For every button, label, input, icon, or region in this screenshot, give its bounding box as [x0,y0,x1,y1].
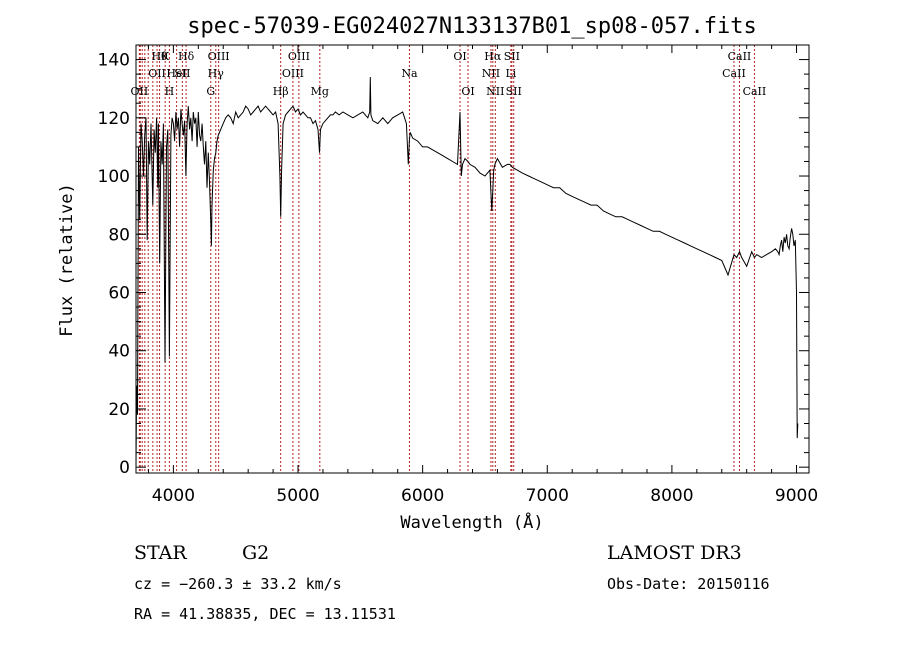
x-tick-label-3: 7000 [526,486,569,506]
line-label-13: G [206,85,215,98]
line-label-19: Mg [311,85,329,98]
line-label-25: NII [486,85,504,98]
line-label-31: CaII [743,85,767,98]
y-tick-label-7: 140 [98,51,130,71]
line-label-28: SII [506,85,522,98]
plot-area [135,44,810,474]
chart-title: spec-57039-EG024027N133137B01_sp08-057.f… [187,14,757,39]
survey-name: LAMOST DR3 [607,542,742,564]
line-label-14: Hγ [208,67,225,80]
line-label-22: OI [461,85,474,98]
y-tick-label-3: 60 [108,283,130,303]
line-label-23: NII [482,67,500,80]
line-label-26: Li [505,67,516,80]
y-tick-label-2: 40 [108,342,130,362]
x-axis-ticks: 4000 5000 6000 7000 8000 9000 [147,45,818,506]
x-tick-label-2: 6000 [401,486,444,506]
line-label-27: SII [504,50,520,63]
line-label-7: Hθ [151,50,168,63]
line-labels-group: OIIOIIHθKHHeISIIHδGHγOIIIHβOIIIOIIIMgNaO… [131,50,767,98]
y-tick-label-0: 0 [119,458,130,478]
x-tick-label-4: 8000 [650,486,693,506]
y-tick-label-1: 20 [108,400,130,420]
redshift-info: cz = −260.3 ± 33.2 km/s [134,575,342,593]
x-tick-label-0: 4000 [152,486,195,506]
line-label-6: OII [148,67,166,80]
line-label-18: OIII [288,50,310,63]
line-label-12: Hδ [178,50,195,63]
y-tick-label-5: 100 [98,167,130,187]
line-label-21: OI [453,50,466,63]
coordinates: RA = 41.38835, DEC = 13.11531 [134,605,396,623]
y-axis-ticks: 0 20 40 60 80 100 120 140 [98,51,809,478]
y-tick-label-6: 120 [98,109,130,129]
line-label-8: K [161,50,170,63]
line-markers-group [138,45,755,473]
object-class: STAR [134,542,187,564]
line-label-0: OII [131,85,149,98]
line-label-29: CaII [722,67,746,80]
line-label-10: HeI [166,67,186,80]
line-label-15: OIII [208,50,230,63]
subclass: G2 [242,542,269,564]
plot-frame [135,44,810,474]
line-label-17: OIII [282,67,304,80]
line-label-20: Na [401,67,418,80]
line-label-16: Hβ [273,85,289,98]
x-axis-label: Wavelength (Å) [400,511,543,533]
y-axis-label: Flux (relative) [57,183,77,337]
y-tick-label-4: 80 [108,225,130,245]
obs-date: Obs-Date: 20150116 [607,575,770,593]
line-label-30: CaII [728,50,752,63]
x-tick-label-5: 9000 [775,486,818,506]
line-label-9: H [165,85,175,98]
line-label-11: SII [174,67,190,80]
spectrum-line [135,76,799,468]
x-tick-label-1: 5000 [276,486,319,506]
line-label-24: Hα [484,50,502,63]
